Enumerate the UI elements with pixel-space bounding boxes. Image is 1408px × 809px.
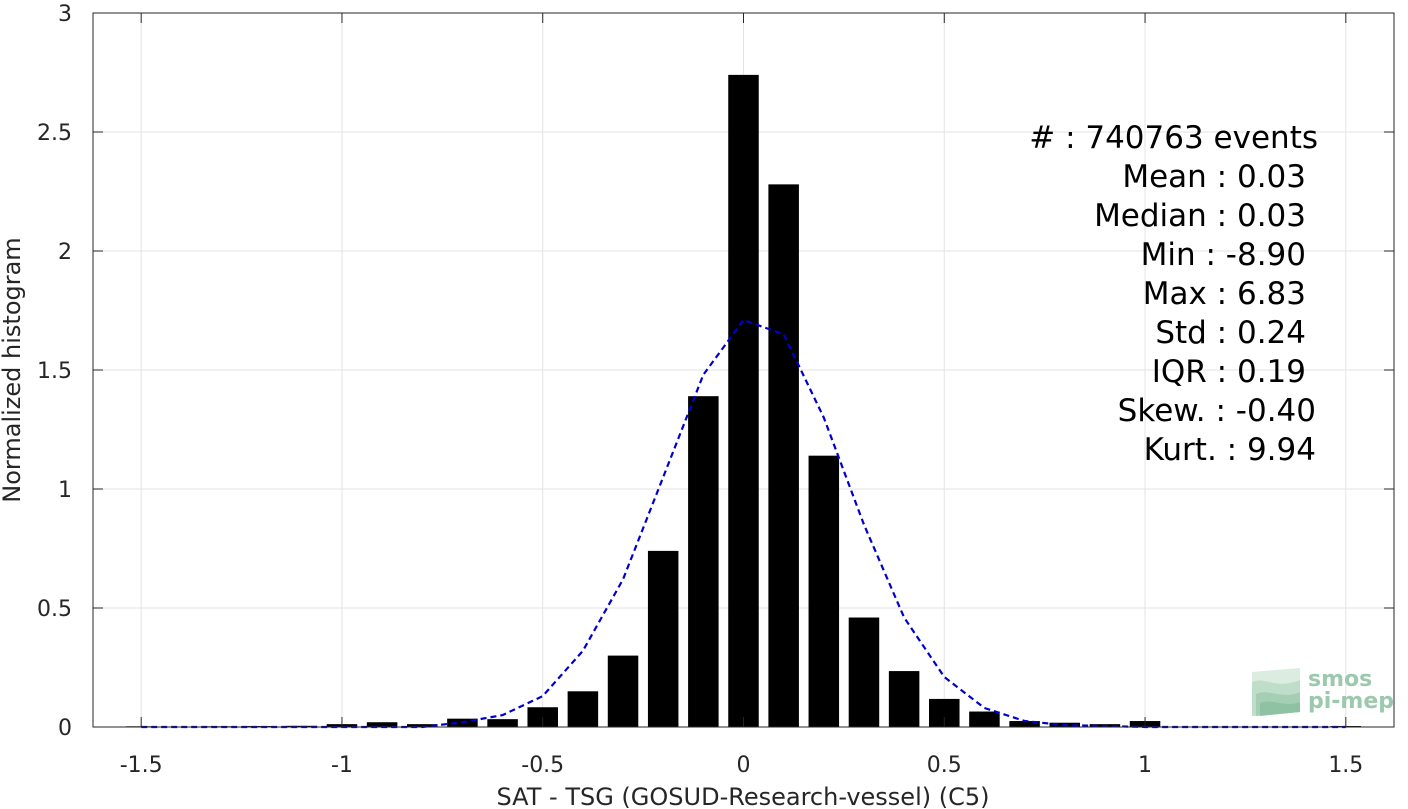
- x-tick-labels: -1.5 -1 -0.5 0 0.5 1 1.5: [120, 753, 1364, 778]
- histogram-bar: [888, 671, 920, 727]
- histogram-bar: [728, 74, 759, 727]
- y-tick-label: 1: [58, 478, 72, 503]
- histogram-bars: [125, 74, 1362, 728]
- y-tick-label: 1.5: [37, 359, 72, 384]
- y-tick-label: 2: [58, 240, 72, 265]
- x-tick-label: -0.5: [521, 753, 564, 778]
- stat-iqr: IQR : 0.19: [1152, 354, 1306, 390]
- fit-curve-line: [141, 318, 1346, 729]
- stat-kurt: Kurt. : 9.94: [1144, 432, 1316, 468]
- histogram-bar: [567, 691, 599, 727]
- y-tick-label: 0.5: [37, 597, 72, 622]
- stat-skew: Skew. : -0.40: [1118, 393, 1316, 429]
- logo-text-pi-mep: pi-mep: [1308, 689, 1394, 714]
- histogram-bar: [688, 396, 719, 727]
- x-tick-label: 1: [1138, 753, 1152, 778]
- stat-max: Max : 6.83: [1143, 276, 1306, 312]
- logo-text-smos: smos: [1308, 667, 1372, 692]
- logo-waves-icon: [1252, 668, 1300, 716]
- x-tick-label: 0.5: [927, 753, 962, 778]
- smos-pi-mep-logo: smos pi-mep: [1252, 667, 1394, 716]
- stat-std: Std : 0.24: [1155, 315, 1306, 351]
- histogram-bar: [366, 722, 398, 727]
- x-tick-label: 0: [737, 753, 751, 778]
- stat-mean: Mean : 0.03: [1122, 159, 1306, 195]
- histogram-bar: [487, 719, 518, 727]
- histogram-bar: [768, 184, 799, 728]
- histogram-bar: [407, 724, 438, 727]
- stat-events: # : 740763 events: [1029, 120, 1318, 156]
- histogram-bar: [808, 455, 840, 727]
- fit-curve: [141, 318, 1346, 729]
- x-axis-title: SAT - TSG (GOSUD-Research-vessel) (C5): [497, 783, 990, 809]
- y-tick-label: 3: [58, 2, 72, 27]
- y-tick-labels: 0 0.5 1 1.5 2 2.5 3: [37, 2, 72, 741]
- histogram-bar: [848, 617, 880, 727]
- histogram-bar: [969, 711, 1000, 727]
- stat-median: Median : 0.03: [1094, 198, 1306, 234]
- x-tick-label: 1.5: [1328, 753, 1363, 778]
- histogram-bar: [647, 550, 679, 727]
- histogram-bar: [607, 655, 639, 727]
- x-tick-label: -1.5: [120, 753, 163, 778]
- x-tick-label: -1: [331, 753, 353, 778]
- y-tick-label: 2.5: [37, 121, 72, 146]
- axis-ticks: [93, 12, 1394, 728]
- statistics-annotation: # : 740763 events Mean : 0.03 Median : 0…: [1029, 120, 1318, 468]
- stat-min: Min : -8.90: [1141, 237, 1306, 273]
- y-tick-label: 0: [58, 716, 72, 741]
- histogram-bar: [1009, 721, 1040, 727]
- y-axis-title: Normalized histogram: [0, 237, 26, 502]
